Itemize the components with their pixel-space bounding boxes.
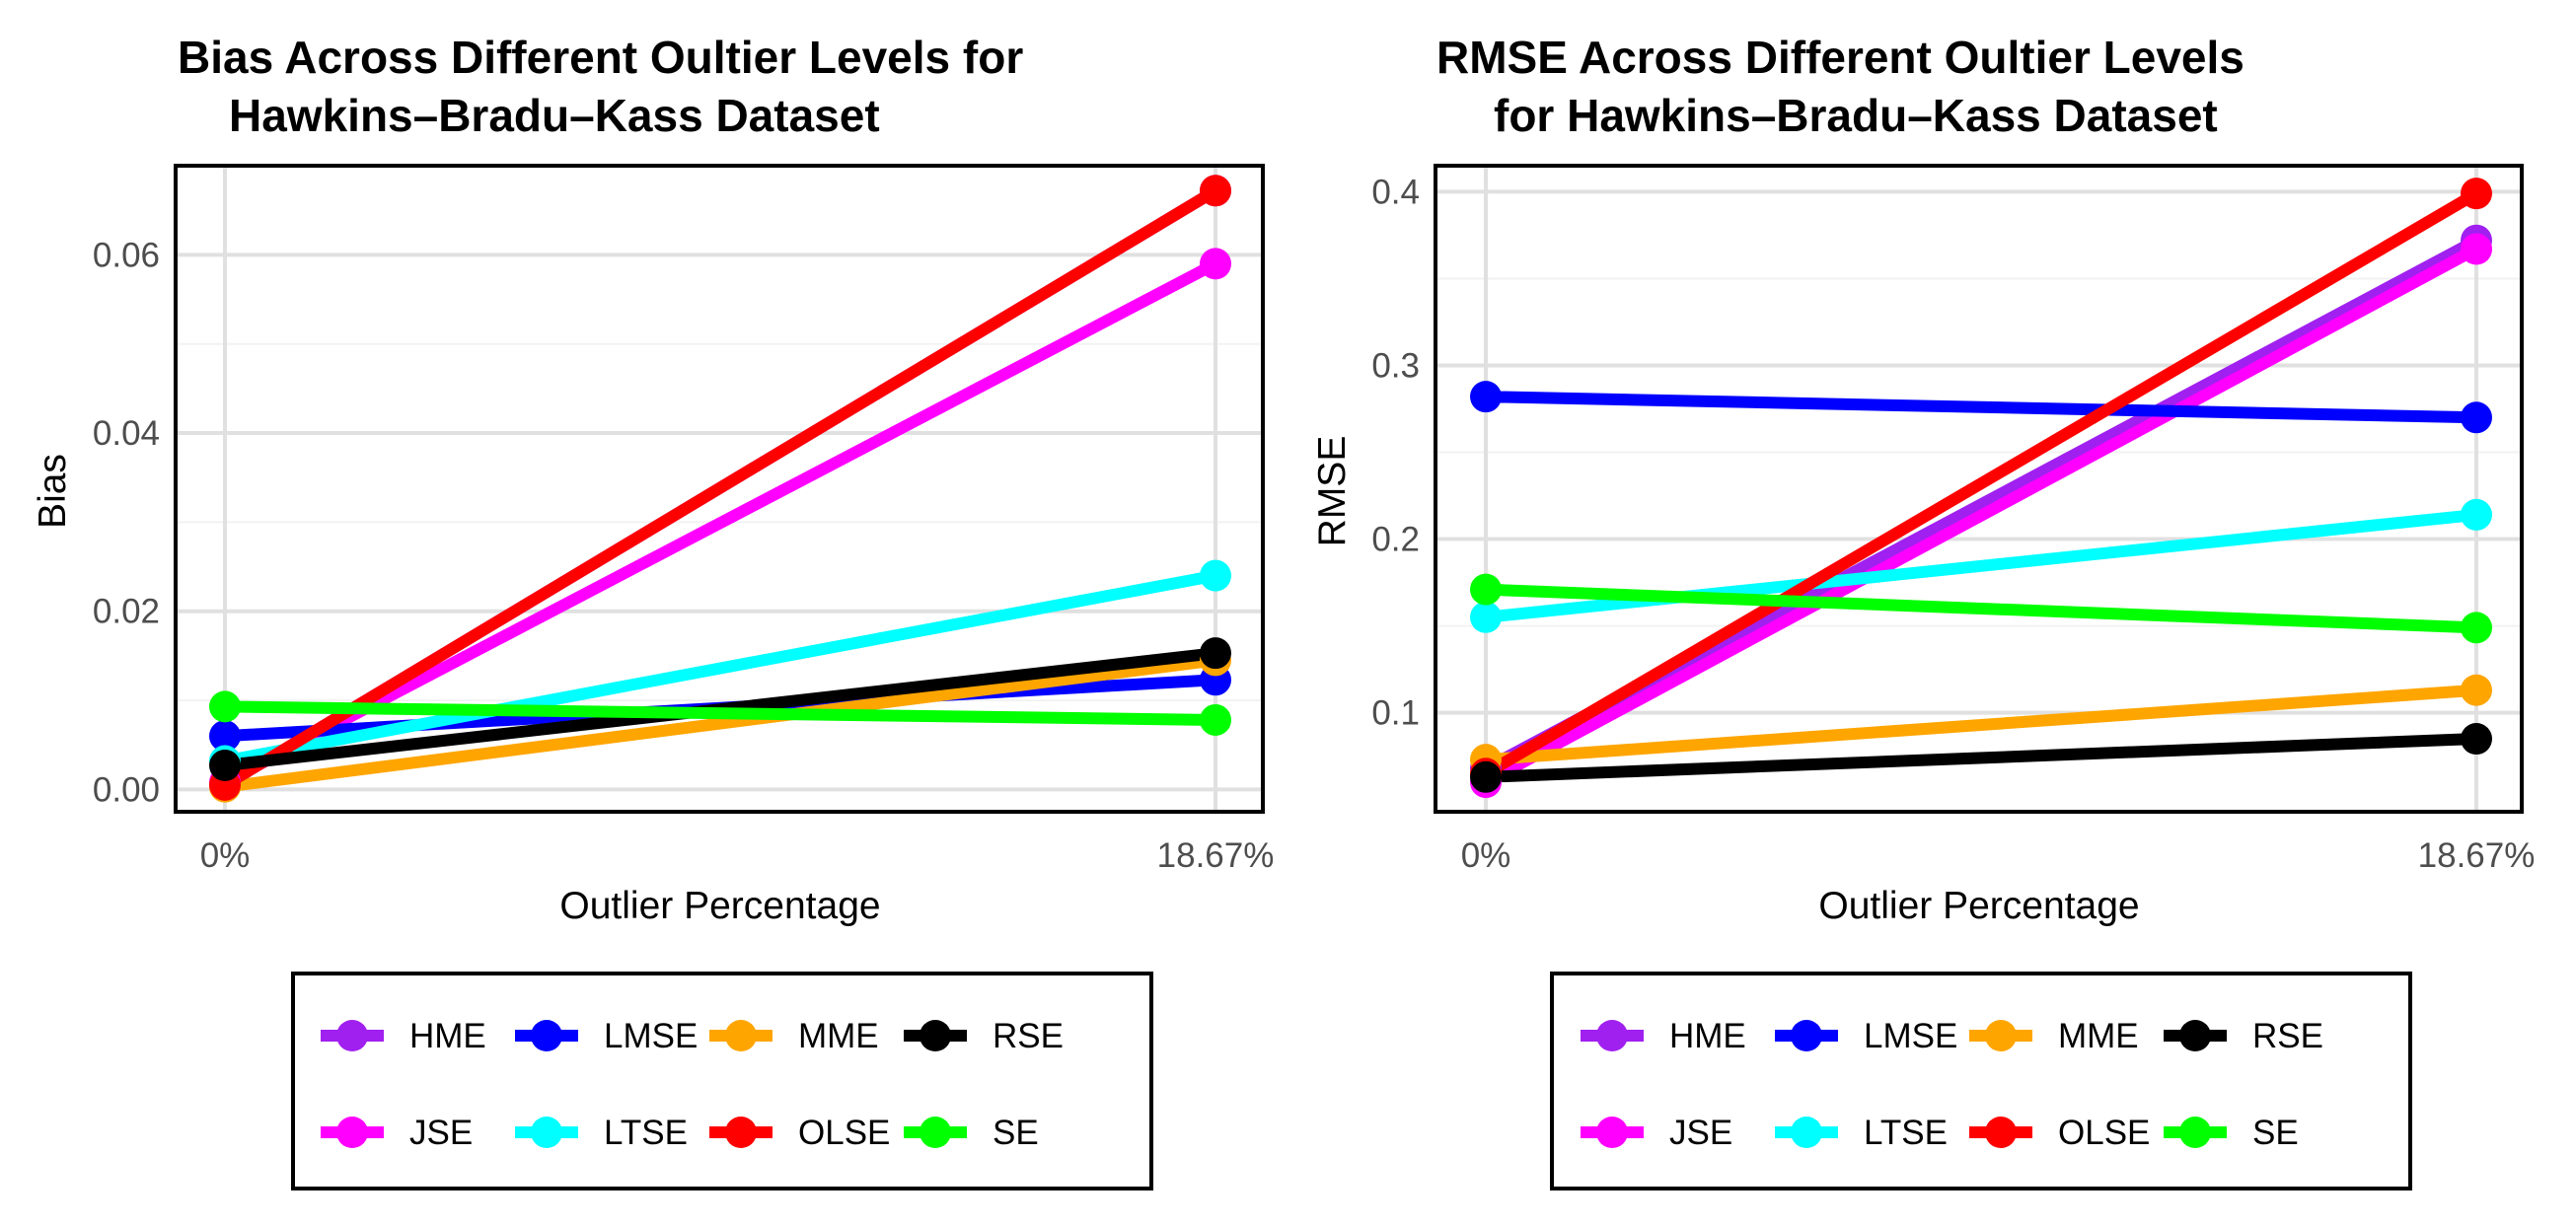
rmse-chart-title-line1: RMSE Across Different Oultier Levels [1436, 32, 2245, 83]
rmse-legend-label-ltse: LTSE [1864, 1114, 1948, 1152]
rmse-legend-key-point-ltse [1791, 1117, 1822, 1148]
bias-legend-label-mme: MME [798, 1017, 879, 1055]
rmse-series-line-ltse [1485, 508, 2477, 623]
rmse-legend-label-olse: OLSE [2058, 1114, 2150, 1152]
rmse-plot-border [1434, 164, 2524, 814]
bias-point-ltse [1200, 559, 1231, 592]
bias-chart: Bias Across Different Oultier Levels for… [32, 32, 1275, 1191]
bias-point-jse [1200, 248, 1231, 280]
rmse-legend-key-point-se [2179, 1117, 2211, 1148]
rmse-chart: RMSE Across Different Oultier Levels for… [1311, 32, 2536, 1191]
bias-legend-key-point-mme [725, 1020, 757, 1051]
bias-legend-label-lmse: LMSE [604, 1017, 698, 1055]
rmse-point-lmse [2461, 401, 2492, 434]
rmse-point-se [1470, 573, 1502, 606]
bias-series-line-ltse [223, 569, 1217, 767]
rmse-legend-label-mme: MME [2058, 1017, 2139, 1055]
bias-legend-key-point-lmse [531, 1020, 562, 1051]
bias-y-tick-label: 0.06 [93, 236, 160, 274]
bias-chart-title-line1: Bias Across Different Oultier Levels for [178, 32, 1023, 83]
bias-legend-key-point-ltse [531, 1117, 562, 1148]
rmse-chart-title-line2: for Hawkins–Bradu–Kass Dataset [1494, 90, 2218, 141]
rmse-legend-label-hme: HME [1669, 1017, 1746, 1055]
rmse-point-jse [2461, 233, 2492, 265]
bias-series-line-olse [221, 185, 1219, 791]
bias-legend-box [291, 972, 1153, 1191]
rmse-series-line-lmse [1485, 391, 2477, 424]
rmse-x-tick-label: 0% [1461, 836, 1511, 875]
bias-legend-label-hme: HME [409, 1017, 486, 1055]
bias-point-lmse [209, 720, 241, 753]
rmse-series-line-se [1485, 583, 2477, 634]
rmse-legend-label-se: SE [2252, 1114, 2299, 1152]
bias-legend-label-rse: RSE [993, 1017, 1064, 1055]
rmse-series-line-olse [1482, 187, 2480, 779]
rmse-y-axis-label: RMSE [1311, 436, 1354, 547]
bias-legend-label-ltse: LTSE [604, 1114, 688, 1152]
rmse-y-tick-label: 0.1 [1371, 694, 1420, 733]
rmse-point-mme [2461, 674, 2492, 706]
bias-point-rse [209, 750, 241, 782]
bias-plot-area: 0.00 0.02 0.04 0.06 0% 18.67% [93, 164, 1275, 875]
bias-point-se [209, 690, 241, 723]
rmse-legend-key-point-lmse [1791, 1020, 1822, 1051]
bias-point-rse [1200, 637, 1231, 670]
bias-legend-label-jse: JSE [409, 1114, 473, 1152]
bias-point-se [1200, 703, 1231, 736]
rmse-legend-label-rse: RSE [2252, 1017, 2323, 1055]
rmse-series-line-jse [1483, 244, 2479, 788]
rmse-point-rse [1470, 760, 1502, 793]
rmse-y-tick-label: 0.4 [1371, 173, 1420, 211]
rmse-legend-label-jse: JSE [1669, 1114, 1732, 1152]
bias-legend-key-point-hme [336, 1020, 368, 1051]
bias-legend: HME LMSE MME RSE JSE LTSE OLSE SE [321, 1017, 1064, 1152]
bias-x-tick-label: 18.67% [1157, 836, 1275, 875]
bias-legend-label-se: SE [993, 1114, 1039, 1152]
rmse-legend-box [1550, 972, 2412, 1191]
rmse-x-tick-label: 18.67% [2418, 836, 2536, 875]
bias-series-line-jse [222, 258, 1218, 788]
bias-y-tick-label: 0.00 [93, 770, 160, 809]
bias-series-line-se [224, 700, 1216, 726]
rmse-legend-key-point-rse [2179, 1020, 2211, 1051]
rmse-y-tick-label: 0.2 [1371, 521, 1420, 559]
rmse-legend-key-point-mme [1985, 1020, 2017, 1051]
bias-legend-key-point-jse [336, 1117, 368, 1148]
rmse-point-olse [2461, 178, 2492, 210]
bias-y-tick-label: 0.02 [93, 593, 160, 631]
bias-legend-key-point-rse [920, 1020, 951, 1051]
rmse-point-rse [2461, 723, 2492, 756]
rmse-plot-area: 0.1 0.2 0.3 0.4 0% 18.67% [1371, 164, 2536, 875]
bias-legend-key-point-olse [725, 1117, 757, 1148]
rmse-x-axis-label: Outlier Percentage [1818, 885, 2139, 927]
rmse-y-tick-label: 0.3 [1371, 346, 1420, 385]
rmse-legend-key-point-olse [1985, 1117, 2017, 1148]
bias-x-tick-label: 0% [200, 836, 251, 875]
bias-series-line-mme [224, 654, 1216, 793]
bias-x-axis-label: Outlier Percentage [559, 885, 880, 927]
rmse-legend-key-point-hme [1596, 1020, 1628, 1051]
bias-plot-border [174, 164, 1265, 814]
rmse-point-ltse [2461, 498, 2492, 531]
bias-y-axis-label: Bias [32, 454, 74, 529]
bias-y-tick-label: 0.04 [93, 414, 160, 453]
rmse-legend: HME LMSE MME RSE JSE LTSE OLSE SE [1581, 1017, 2323, 1152]
rmse-legend-key-point-jse [1596, 1117, 1628, 1148]
rmse-series-line-mme [1485, 684, 2477, 766]
bias-legend-label-olse: OLSE [798, 1114, 890, 1152]
bias-legend-key-point-se [920, 1117, 951, 1148]
rmse-legend-label-lmse: LMSE [1864, 1017, 1957, 1055]
rmse-point-lmse [1470, 381, 1502, 413]
rmse-point-se [2461, 612, 2492, 644]
bias-point-olse [1200, 175, 1231, 207]
rmse-point-ltse [1470, 601, 1502, 633]
bias-chart-title-line2: Hawkins–Bradu–Kass Dataset [229, 90, 880, 141]
rmse-series-line-rse [1485, 733, 2477, 783]
